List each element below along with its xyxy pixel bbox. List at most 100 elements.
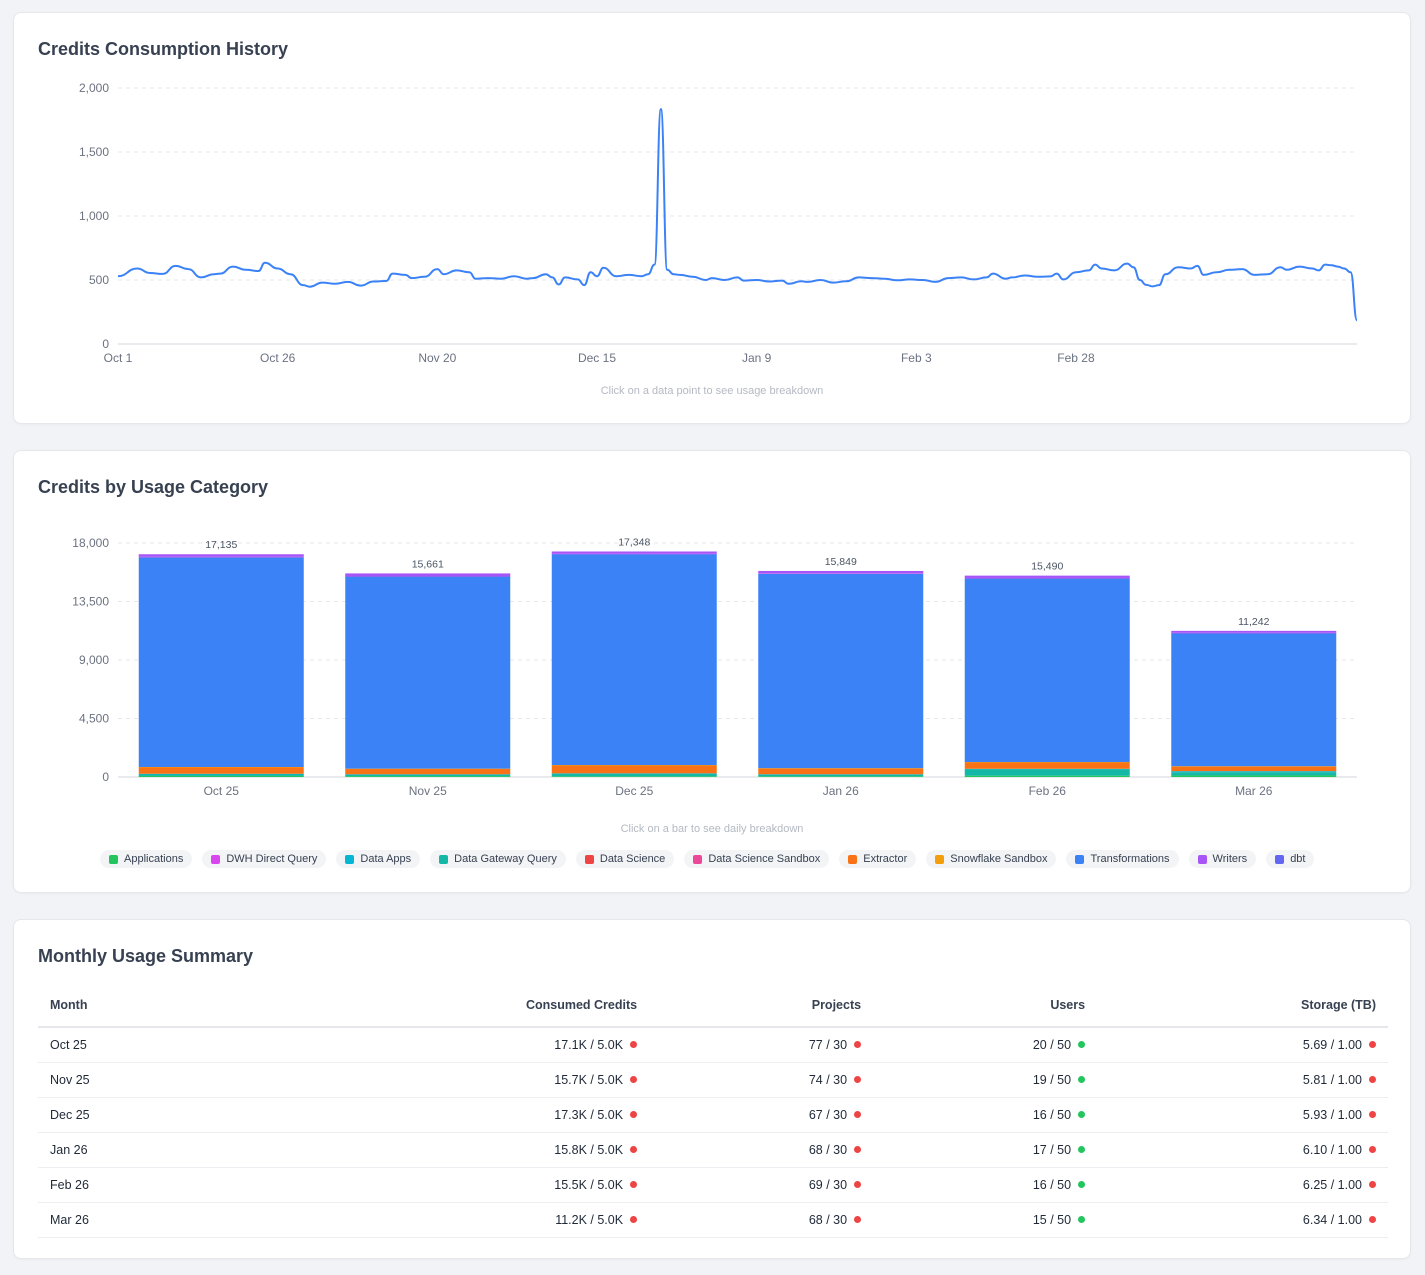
x-tick-label: Dec 15 xyxy=(578,351,616,365)
status-dot-red xyxy=(630,1111,638,1119)
bar-segment-dwh-direct-query[interactable] xyxy=(551,553,717,555)
projects-cell: 77 / 30 xyxy=(649,1027,874,1063)
usage-category-card: Credits by Usage Category 0 4,500 9,000 13,… xyxy=(13,450,1411,893)
table-header-row: Month Consumed Credits Projects Users St… xyxy=(38,984,1388,1028)
legend-item-applications[interactable]: Applications xyxy=(100,850,193,868)
credits-cell-value: 17.1K / 5.0K xyxy=(554,1038,624,1052)
bar-segment-transformations[interactable] xyxy=(345,576,511,769)
bar-segment-data-gateway-query[interactable] xyxy=(758,774,924,777)
monthly-summary-title: Monthly Usage Summary xyxy=(38,946,254,966)
bar-segment-extractor[interactable] xyxy=(964,762,1130,769)
month-cell: Mar 26 xyxy=(38,1202,252,1238)
projects-cell-value: 68 / 30 xyxy=(808,1143,848,1157)
bar-segment-applications[interactable] xyxy=(1171,775,1337,777)
users-cell-value: 16 / 50 xyxy=(1032,1108,1072,1122)
credits-history-card: Credits Consumption History 0 500 1,000 1,5… xyxy=(13,12,1411,424)
bar-segment-extractor[interactable] xyxy=(345,768,511,775)
monthly-summary-card: Monthly Usage Summary Month Consumed Cre… xyxy=(13,919,1411,1259)
bar-segment-data-gateway-query[interactable] xyxy=(1171,772,1337,776)
bar-segment-extractor[interactable] xyxy=(138,767,304,774)
status-dot-red xyxy=(1369,1076,1376,1084)
legend-item-extractor[interactable]: Extractor xyxy=(839,850,917,868)
legend-item-writers[interactable]: Writers xyxy=(1188,850,1257,868)
credits-cell: 15.7K / 5.0K xyxy=(252,1062,650,1098)
status-dot-red xyxy=(630,1216,638,1224)
bar-total-label: 17,348 xyxy=(618,536,650,548)
bar-segment-data-gateway-query[interactable] xyxy=(138,774,304,776)
bar-segment-transformations[interactable] xyxy=(551,554,717,766)
status-dot-red xyxy=(854,1041,862,1049)
bar-segment-data-gateway-query[interactable] xyxy=(345,774,511,777)
bar-segment-data-apps[interactable] xyxy=(551,773,717,774)
legend-item-dwh-direct-query[interactable]: DWH Direct Query xyxy=(202,850,327,868)
bar-segment-writers[interactable] xyxy=(758,570,924,574)
bar-segment-applications[interactable] xyxy=(551,776,717,777)
bar-segment-snowflake-sandbox[interactable] xyxy=(758,768,924,769)
bar-segment-snowflake-sandbox[interactable] xyxy=(551,765,717,766)
bar-segment-writers[interactable] xyxy=(551,551,717,554)
bar-segment-data-apps[interactable] xyxy=(964,768,1130,770)
bar-segment-snowflake-sandbox[interactable] xyxy=(345,768,511,770)
bar-segment-snowflake-sandbox[interactable] xyxy=(1171,766,1337,767)
bar-segment-applications[interactable] xyxy=(138,775,304,777)
bar-segment-data-apps[interactable] xyxy=(758,774,924,775)
storage-cell-value: 5.69 / 1.00 xyxy=(1302,1038,1362,1052)
bar-segment-transformations[interactable] xyxy=(964,578,1130,763)
credits-cell-value: 11.2K / 5.0K xyxy=(555,1213,624,1227)
legend-item-data-gateway-query[interactable]: Data Gateway Query xyxy=(430,850,566,868)
bar-segment-snowflake-sandbox[interactable] xyxy=(138,766,304,768)
bar-segment-writers[interactable] xyxy=(345,573,511,577)
y-tick-label: 1,000 xyxy=(79,209,109,223)
bar-segment-transformations[interactable] xyxy=(758,573,924,769)
bar-segment-dwh-direct-query[interactable] xyxy=(964,577,1130,579)
credits-series-line[interactable] xyxy=(117,108,1358,322)
credits-history-chart[interactable]: 0 500 1,000 1,500 2,000 Oct 1 Oct 26 Nov 20 Dec … xyxy=(14,63,1410,403)
x-tick-label: Feb 3 xyxy=(901,351,932,365)
bar-segment-extractor[interactable] xyxy=(1171,766,1337,772)
bar-segment-transformations[interactable] xyxy=(138,557,304,767)
bar-segment-extractor[interactable] xyxy=(758,768,924,775)
bar-segment-applications[interactable] xyxy=(345,776,511,777)
bar-segment-data-gateway-query[interactable] xyxy=(551,773,717,777)
bar-segment-writers[interactable] xyxy=(964,575,1130,578)
bar-segment-dwh-direct-query[interactable] xyxy=(758,573,924,574)
bar-segment-applications[interactable] xyxy=(758,776,924,777)
bar-segment-extractor[interactable] xyxy=(551,765,717,774)
credits-cell: 11.2K / 5.0K xyxy=(252,1202,650,1238)
usage-category-hint: Click on a bar to see daily breakdown xyxy=(620,823,804,835)
legend-item-dbt[interactable]: dbt xyxy=(1266,850,1315,868)
x-tick-label: Feb 26 xyxy=(1029,784,1067,798)
bar-segment-dwh-direct-query[interactable] xyxy=(138,556,304,558)
x-tick-label: Nov 20 xyxy=(418,351,456,365)
usage-category-chart[interactable]: 0 4,500 9,000 13,500 18,000 17,135 Oct 25 15,66… xyxy=(14,521,1410,821)
credits-cell: 17.1K / 5.0K xyxy=(252,1027,650,1063)
bar-segment-transformations[interactable] xyxy=(1171,633,1337,767)
status-dot-red xyxy=(630,1076,638,1084)
bar-segment-data-apps[interactable] xyxy=(138,773,304,775)
credits-cell: 15.8K / 5.0K xyxy=(252,1132,650,1168)
bar-segment-data-gateway-query[interactable] xyxy=(964,769,1130,776)
storage-cell-value: 6.34 / 1.00 xyxy=(1302,1213,1362,1227)
status-dot-red xyxy=(854,1111,862,1119)
legend-item-data-apps[interactable]: Data Apps xyxy=(336,850,421,868)
bar-segment-data-apps[interactable] xyxy=(345,774,511,775)
users-cell: 17 / 50 xyxy=(873,1132,1098,1168)
bar-segment-snowflake-sandbox[interactable] xyxy=(964,762,1130,763)
bar-segment-applications[interactable] xyxy=(964,775,1130,777)
storage-cell-value: 6.10 / 1.00 xyxy=(1302,1143,1362,1157)
legend-item-data-science-sandbox[interactable]: Data Science Sandbox xyxy=(684,850,830,868)
legend-item-snowflake-sandbox[interactable]: Snowflake Sandbox xyxy=(926,850,1057,868)
users-cell: 16 / 50 xyxy=(873,1167,1098,1203)
bar-segment-dwh-direct-query[interactable] xyxy=(1171,632,1337,634)
legend-label: Data Science Sandbox xyxy=(708,853,821,865)
bar-segment-data-apps[interactable] xyxy=(1171,771,1337,773)
bar-segment-writers[interactable] xyxy=(138,554,304,557)
legend-item-data-science[interactable]: Data Science xyxy=(575,850,675,868)
projects-cell-value: 67 / 30 xyxy=(808,1108,848,1122)
bar-segment-dwh-direct-query[interactable] xyxy=(345,576,511,577)
legend-item-transformations[interactable]: Transformations xyxy=(1066,850,1179,868)
column-header-credits: Consumed Credits xyxy=(252,984,650,1028)
users-cell-value: 16 / 50 xyxy=(1032,1178,1072,1192)
bar-segment-writers[interactable] xyxy=(1171,630,1337,633)
users-cell-value: 19 / 50 xyxy=(1032,1073,1072,1087)
